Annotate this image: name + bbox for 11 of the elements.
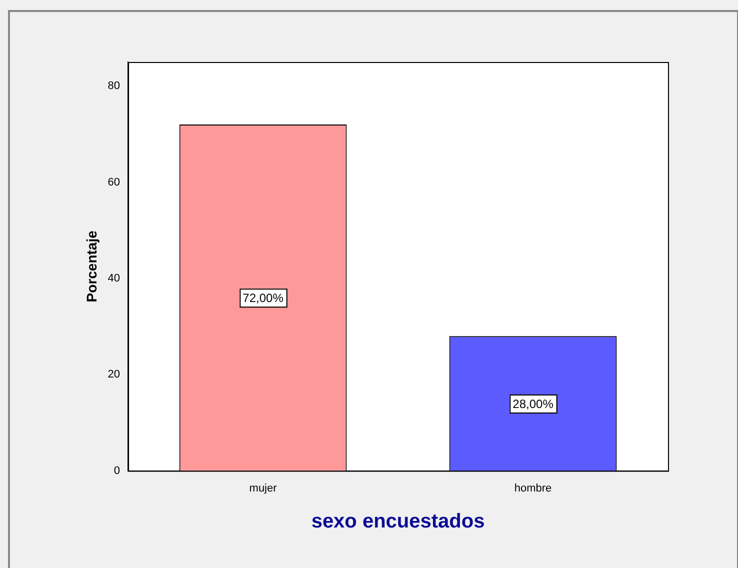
data-label: 28,00%: [512, 396, 554, 411]
y-tick-label: 20: [108, 368, 120, 381]
x-tick-label: mujer: [249, 482, 278, 494]
data-label: 72,00%: [242, 290, 284, 305]
y-axis-title: Porcentaje: [83, 230, 100, 302]
y-tick-label: 60: [108, 176, 120, 188]
x-axis-title: sexo encuestados: [311, 510, 485, 533]
y-tick-label: 0: [114, 464, 120, 477]
y-tick-label: 40: [108, 272, 120, 284]
x-tick-label: hombre: [514, 482, 552, 494]
y-tick-label: 80: [108, 80, 120, 92]
